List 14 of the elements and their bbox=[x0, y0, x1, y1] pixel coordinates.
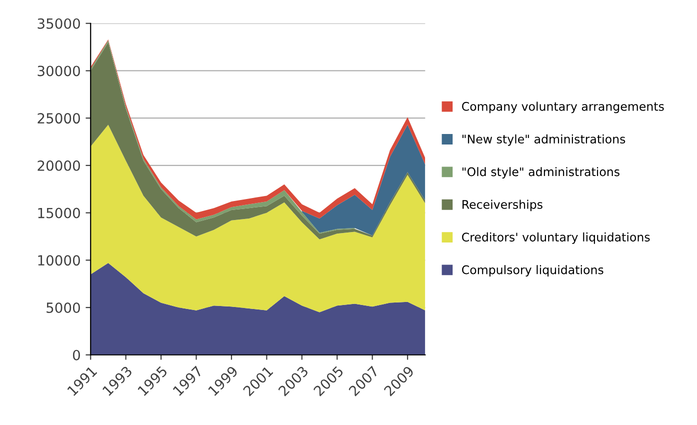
legend-label: Receiverships bbox=[462, 200, 542, 212]
y-tick-label: 25000 bbox=[38, 113, 80, 124]
y-tick-label: 10000 bbox=[38, 255, 80, 266]
y-tick-label: 20000 bbox=[38, 160, 80, 171]
y-tick-label: 30000 bbox=[38, 66, 80, 76]
y-tick-label: 35000 bbox=[38, 18, 80, 29]
legend-label: Creditors' voluntary liquidations bbox=[462, 232, 650, 244]
y-tick-label: 5000 bbox=[46, 302, 80, 313]
legend-label: "Old style" administrations bbox=[462, 167, 620, 178]
legend-label: Compulsory liquidations bbox=[462, 265, 604, 277]
y-tick-label: 0 bbox=[72, 350, 80, 360]
legend-label: "New style" administrations bbox=[462, 134, 626, 146]
legend-label: Company voluntary arrangements bbox=[462, 102, 664, 114]
y-tick-label: 15000 bbox=[38, 208, 80, 218]
